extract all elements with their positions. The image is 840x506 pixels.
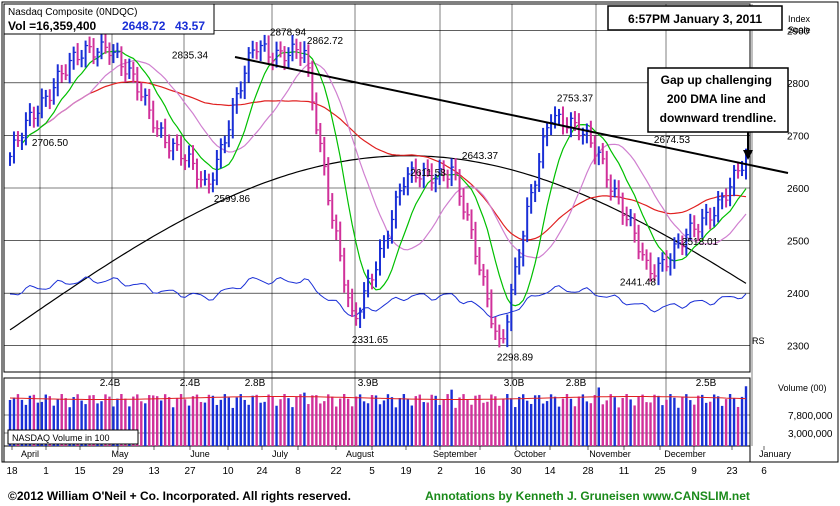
annotation-box: [647, 67, 789, 133]
timestamp: 6:57PM January 3, 2011: [628, 12, 762, 26]
price-label: 2599.86: [214, 194, 251, 205]
date-tick-label: 11: [619, 466, 630, 477]
date-axis: 18 1 15 29 13 27 10 24 8 22 5 19 2 16 30 14 28 11 25 9 23 6 Ap…: [6, 446, 792, 477]
date-tick-label: 30: [510, 466, 522, 477]
price-label: 2518.01: [682, 237, 719, 248]
timestamp-box: [607, 5, 783, 31]
price-tick-label: 2500: [787, 237, 810, 248]
volume-tick-label: 3,000,000: [788, 429, 833, 440]
price-tick-label: 2800: [787, 79, 810, 90]
price-label: 2674.53: [654, 135, 691, 146]
month-label: April: [21, 449, 39, 459]
volume-box-label: NASDAQ Volume in 100: [12, 433, 110, 443]
price-label: 2835.34: [172, 50, 209, 61]
date-tick-label: 5: [369, 466, 375, 477]
month-gridlines: [39, 4, 753, 446]
month-label: September: [433, 449, 477, 459]
month-label: May: [111, 449, 129, 459]
ma50-line: [41, 80, 747, 241]
date-tick-label: 22: [330, 466, 342, 477]
price-label: 2706.50: [32, 138, 69, 149]
date-tick-label: 16: [474, 466, 486, 477]
month-label: June: [190, 449, 210, 459]
price-label: 2441.48: [620, 277, 657, 288]
date-tick-label: 29: [112, 466, 124, 477]
volume-label: 2.8B: [245, 378, 266, 389]
volume-box: [7, 429, 139, 445]
volume-label: 3.9B: [358, 378, 379, 389]
date-tick-label: 10: [222, 466, 234, 477]
vol-label: Vol =16,359,400: [8, 19, 97, 33]
volume-label: 2.4B: [100, 378, 121, 389]
price-label: 2331.65: [352, 335, 389, 346]
date-tick-label: 18: [6, 466, 18, 477]
price-tick-label: 2600: [787, 184, 810, 195]
change-value: 43.57: [175, 19, 205, 33]
price-tick-label: 2900: [787, 26, 810, 37]
date-tick-label: 2: [437, 466, 443, 477]
price-tick-label: 2300: [787, 342, 810, 353]
volume-labels: 2.4B 2.4B 2.8B 3.9B 3.0B 2.8B 2.5B: [100, 378, 717, 389]
volume-ma: [9, 396, 747, 400]
price-value: 2648.72: [122, 19, 166, 33]
price-tick-label: 2700: [787, 131, 810, 142]
date-tick-label: 13: [148, 466, 160, 477]
month-label: November: [589, 449, 631, 459]
copyright: ©2012 William O'Neil + Co. Incorporated.…: [8, 489, 351, 503]
date-tick-label: 14: [544, 466, 556, 477]
arrow-head: [743, 150, 753, 160]
date-tick-label: 1: [43, 466, 49, 477]
downward-trendline: [234, 56, 789, 174]
month-label: July: [272, 449, 289, 459]
rs-line: [9, 276, 747, 319]
month-label: October: [514, 449, 546, 459]
index-label: Index: [788, 14, 811, 24]
date-tick-label: 9: [691, 466, 697, 477]
volume-label: 3.0B: [504, 378, 525, 389]
volume-label: 2.5B: [696, 378, 717, 389]
volume-label: 2.8B: [566, 378, 587, 389]
rs-path: [9, 276, 747, 319]
price-label: 2611.58: [410, 168, 446, 179]
credit: Annotations by Kenneth J. Gruneisen www.…: [425, 489, 750, 503]
price-label: 2643.37: [462, 151, 499, 162]
date-tick-label: 25: [654, 466, 666, 477]
date-tick-label: 19: [400, 466, 412, 477]
price-tick-label: 2400: [787, 289, 810, 300]
moving-average: [41, 80, 747, 241]
volume-scale-label: Volume (00): [778, 383, 827, 393]
price-label: 2878.94: [270, 27, 307, 38]
date-tick-label: 23: [726, 466, 738, 477]
volume-label: 2.4B: [180, 378, 201, 389]
date-tick-label: 15: [74, 466, 86, 477]
price-bars: [9, 33, 749, 348]
date-tick-label: 8: [295, 466, 301, 477]
date-tick-label: 28: [582, 466, 594, 477]
scale-label: Scale: [788, 25, 811, 35]
ma10-line: [21, 50, 747, 307]
date-tick-label: 6: [761, 466, 767, 477]
rs-label: RS: [752, 336, 765, 346]
date-tick-label: 27: [184, 466, 196, 477]
price-label: 2298.89: [497, 352, 534, 363]
price-axis: 2300 2400 2500 2600 2700 2800 2900 7,800,000 3,0…: [787, 26, 833, 440]
volume-tick-label: 7,800,000: [788, 411, 833, 422]
month-label: January: [759, 449, 792, 459]
month-label: August: [346, 449, 375, 459]
date-tick-label: 24: [256, 466, 268, 477]
moving-average: [21, 50, 747, 307]
index-name: Nasdaq Composite (0NDQC): [8, 7, 138, 18]
price-label: 2753.37: [557, 93, 594, 104]
annotation-text: Gap up challenging 200 DMA line and down…: [660, 73, 777, 125]
month-label: December: [664, 449, 706, 459]
price-label: 2862.72: [307, 36, 344, 47]
header-box: [3, 3, 215, 35]
